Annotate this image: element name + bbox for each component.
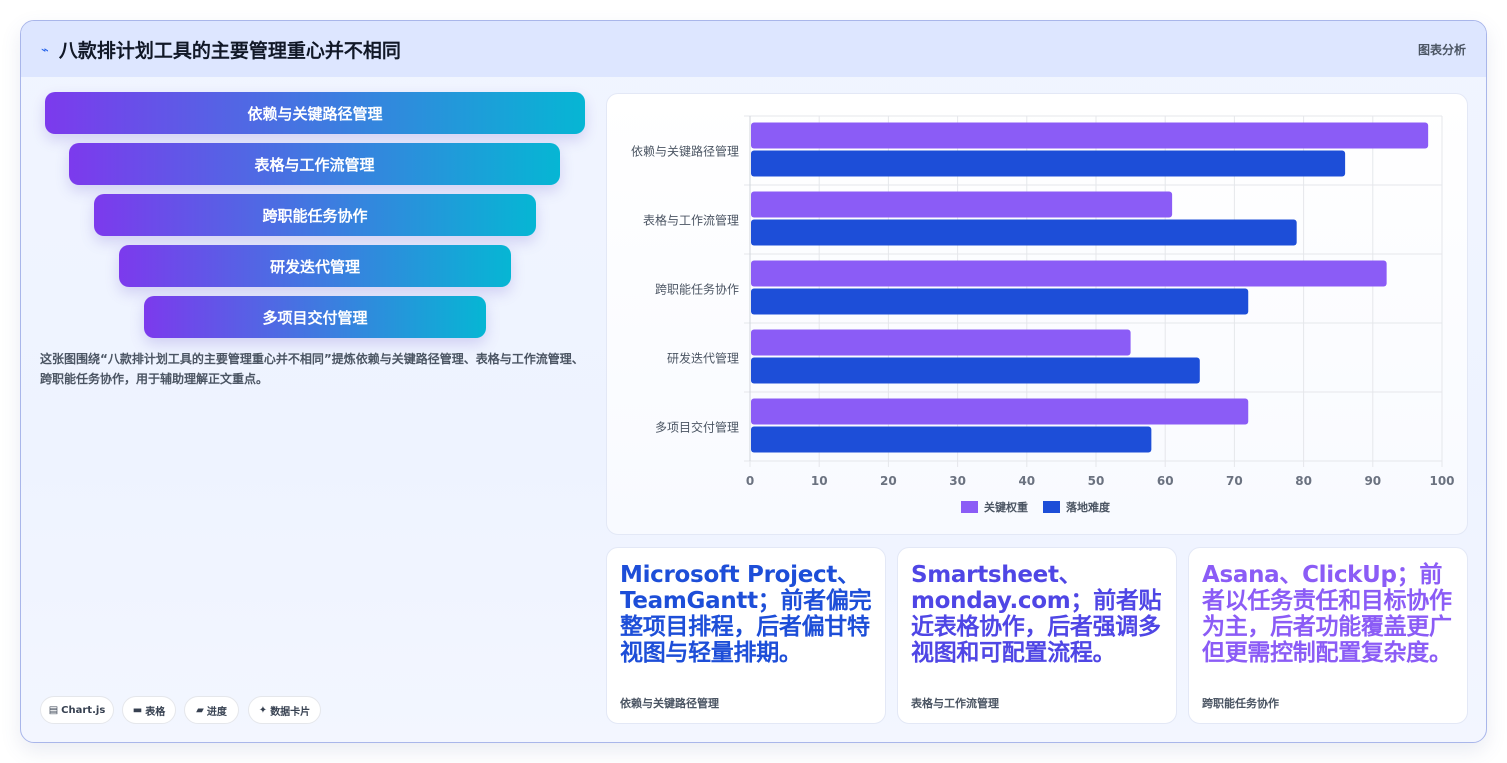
bar-key-weight bbox=[751, 329, 1131, 356]
summary-card-text: Smartsheet、monday.com；前者贴近表格协作，后者强调多视图和可… bbox=[911, 562, 1162, 666]
x-tick-label: 60 bbox=[1157, 474, 1174, 488]
y-tick-label: 多项目交付管理 bbox=[655, 420, 739, 435]
funnel-item-1: 依赖与关键路径管理 bbox=[45, 92, 585, 134]
summary-card-3: Asana、ClickUp；前者以任务责任和目标协作为主，后者功能覆盖更广但更需… bbox=[1188, 547, 1468, 724]
summary-card-text: Asana、ClickUp；前者以任务责任和目标协作为主，后者功能覆盖更广但更需… bbox=[1202, 562, 1452, 666]
chip-label: 表格 bbox=[145, 706, 166, 718]
chart-analysis-badge: 图表分析 bbox=[1417, 42, 1466, 57]
page-title: 八款排计划工具的主要管理重心并不相同 bbox=[58, 39, 401, 62]
summary-card-text: Microsoft Project、TeamGantt；前者偏完整项目排程，后者… bbox=[620, 562, 872, 666]
funnel-item-3: 跨职能任务协作 bbox=[94, 194, 536, 236]
legend-swatch bbox=[961, 501, 978, 513]
card-icon: ✦ bbox=[258, 704, 268, 716]
chart-card: ⌁ 八款排计划工具的主要管理重心并不相同 图表分析 依赖与关键路径管理 表格与工… bbox=[20, 20, 1487, 743]
x-tick-label: 30 bbox=[949, 474, 966, 488]
x-tick-label: 40 bbox=[1018, 474, 1035, 488]
x-tick-label: 10 bbox=[811, 474, 828, 488]
chart-description: 这张图围绕“八款排计划工具的主要管理重心并不相同”提炼依赖与关键路径管理、表格与… bbox=[40, 352, 584, 386]
card-header: ⌁ 八款排计划工具的主要管理重心并不相同 图表分析 bbox=[21, 21, 1486, 77]
y-tick-label: 表格与工作流管理 bbox=[643, 213, 739, 228]
summary-card-1: Microsoft Project、TeamGantt；前者偏完整项目排程，后者… bbox=[606, 547, 886, 724]
chart-icon: ▤ bbox=[48, 704, 59, 716]
chip-table: ▬ 表格 bbox=[122, 696, 176, 724]
progress-icon: ▰ bbox=[196, 704, 204, 716]
x-tick-label: 80 bbox=[1295, 474, 1312, 488]
bar-chart: 0 10 20 30 40 50 60 70 80 90 100 依赖与关键路径管理表格与工作流管理跨… bbox=[631, 115, 1455, 514]
y-tick-label: 跨职能任务协作 bbox=[655, 282, 739, 297]
bar-difficulty bbox=[751, 357, 1200, 384]
chip-label: Chart.js bbox=[61, 704, 106, 716]
x-tick-label: 100 bbox=[1429, 474, 1454, 488]
chip-chartjs: ▤ Chart.js bbox=[40, 696, 114, 724]
bar-key-weight bbox=[751, 191, 1173, 218]
summary-card-caption: 依赖与关键路径管理 bbox=[620, 697, 719, 710]
bar-chart-panel: 0 10 20 30 40 50 60 70 80 90 100 依赖与关键路径管理表格与工作流管理跨… bbox=[606, 93, 1468, 535]
legend-swatch bbox=[1043, 501, 1060, 513]
bar-key-weight bbox=[751, 122, 1429, 149]
chip-progress: ▰ 进度 bbox=[184, 696, 239, 724]
y-tick-label: 研发迭代管理 bbox=[667, 351, 739, 366]
bar-difficulty bbox=[751, 219, 1297, 246]
summary-card-caption: 表格与工作流管理 bbox=[911, 697, 999, 710]
bar-difficulty bbox=[751, 426, 1152, 453]
bar-difficulty bbox=[751, 150, 1346, 177]
legend-label: 关键权重 bbox=[984, 500, 1028, 514]
funnel-item-5: 多项目交付管理 bbox=[144, 296, 486, 338]
funnel-item-2: 表格与工作流管理 bbox=[69, 143, 560, 185]
x-tick-label: 70 bbox=[1226, 474, 1243, 488]
x-tick-label: 50 bbox=[1088, 474, 1105, 488]
funnel-item-4: 研发迭代管理 bbox=[119, 245, 511, 287]
summary-card-2: Smartsheet、monday.com；前者贴近表格协作，后者强调多视图和可… bbox=[897, 547, 1177, 724]
y-tick-label: 依赖与关键路径管理 bbox=[631, 144, 739, 159]
sparkline-icon: ⌁ bbox=[41, 42, 49, 58]
summary-card-caption: 跨职能任务协作 bbox=[1202, 697, 1279, 710]
x-tick-label: 20 bbox=[880, 474, 897, 488]
chip-data-card: ✦ 数据卡片 bbox=[248, 696, 321, 724]
bar-key-weight bbox=[751, 260, 1387, 287]
bar-key-weight bbox=[751, 398, 1249, 425]
bar-difficulty bbox=[751, 288, 1249, 315]
legend-label: 落地难度 bbox=[1066, 500, 1111, 514]
chip-label: 数据卡片 bbox=[270, 706, 311, 718]
table-icon: ▬ bbox=[132, 704, 143, 716]
chip-label: 进度 bbox=[206, 706, 227, 718]
x-tick-label: 90 bbox=[1364, 474, 1381, 488]
x-tick-label: 0 bbox=[746, 474, 754, 488]
